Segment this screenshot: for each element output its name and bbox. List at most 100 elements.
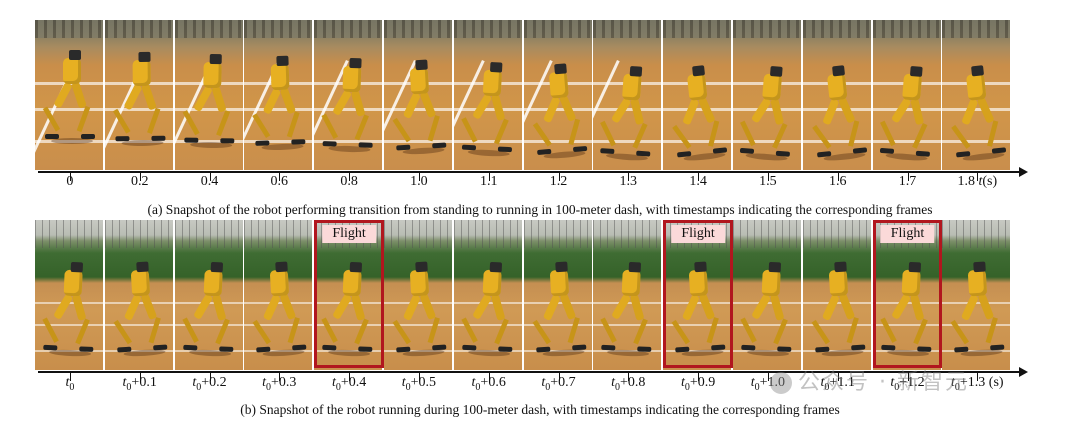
tick-label: t0+0.7 [541,375,576,393]
axis-tick [698,372,700,381]
axis-tick [767,172,769,181]
robot-figure [321,57,378,154]
video-frame [35,220,104,370]
tick-label: t0+1.0 [750,375,786,393]
tick-label: 1.6 [828,174,847,189]
video-frame [593,220,663,370]
flight-box: Flight [663,220,733,368]
robot-figure [950,261,1007,359]
time-axis-a [38,171,1020,173]
tick-label: 1.8 t(s) [957,174,998,189]
robot-figure [391,261,448,359]
axis-tick [628,372,630,381]
robot-figure [530,62,590,161]
caption-a: (a) Snapshot of the robot performing tra… [147,202,933,217]
robot-figure [531,261,588,359]
axis-tick [558,372,560,381]
axis-tick [349,372,351,381]
tick-label: t0+1.1 [820,375,855,393]
flight-label: Flight [322,225,376,243]
axis-tick [837,372,839,381]
tick-label: t0+1.3 (s) [951,375,1004,393]
video-frame [523,20,593,170]
robot-figure [668,64,730,164]
axis-tick [279,372,281,381]
robot-figure [739,64,798,163]
robot-figure [252,261,309,359]
video-frame [314,20,384,170]
flight-label: Flight [671,225,725,243]
video-frame [104,20,174,170]
robot-figure [740,261,797,358]
axis-tick [558,172,560,181]
axis-arrow-a [1019,167,1028,177]
axis-tick [69,372,71,381]
axis-tick [488,372,490,381]
video-frame [733,20,802,170]
tick-label: 1.1 [479,174,498,189]
axis-tick [209,372,211,381]
video-frame [872,20,942,170]
video-frame [663,20,733,170]
video-frame [942,220,1012,370]
flight-label: Flight [880,225,935,243]
robot-figure [461,61,518,159]
axis-tick [418,172,420,181]
video-frame [244,220,314,370]
tick-label: t0 [65,375,75,393]
robot-figure [181,261,239,358]
video-frame [453,220,523,370]
robot-figure [42,261,99,358]
watermark-text: 公众号 · 新智元 [798,370,969,395]
wechat-icon [770,372,792,394]
robot-figure [600,261,657,358]
robot-figure [948,64,1010,164]
video-frame [244,20,314,170]
time-axis-b [38,371,1020,373]
tick-label: t0+1.2 [890,375,925,393]
axis-arrow-b [1019,367,1028,377]
robot-figure [810,261,867,359]
caption-b: (b) Snapshot of the robot running during… [240,402,840,417]
tick-label: 1.3 [619,174,638,189]
video-frame [802,20,872,170]
video-frame [523,220,593,370]
watermark: 公众号 · 新智元 [770,364,969,396]
tick-label: 1.7 [898,174,917,189]
axis-tick [628,172,630,181]
video-frame [453,20,523,170]
axis-tick [69,172,71,181]
video-frame [733,220,802,370]
axis-tick [488,172,490,181]
tick-label: t0+0.5 [401,375,437,393]
flight-box: Flight [872,220,943,368]
tick-label: 1.2 [549,174,568,189]
robot-figure [182,53,238,150]
robot-figure [879,64,938,163]
robot-figure [808,64,870,164]
robot-figure [461,261,518,358]
video-frame [384,20,453,170]
video-frame [104,220,174,370]
tick-label: 0.4 [200,174,219,189]
video-frame [384,220,453,370]
axis-tick [977,372,979,381]
tick-label: 0.2 [130,174,149,189]
axis-tick [209,172,211,181]
tick-label: t0+0.9 [680,375,716,393]
tick-label: t0+0.8 [611,375,646,393]
tick-label: 1.5 [759,174,777,189]
video-frame [174,220,244,370]
tick-label: 0.8 [340,174,358,189]
axis-tick [837,172,839,181]
video-frame [942,20,1012,170]
tick-label: t0+0.2 [192,375,227,393]
robot-figure [112,51,167,148]
tick-label: 1.0 [410,174,428,189]
axis-tick [767,372,769,381]
axis-tick [698,172,700,181]
video-frame [174,20,244,170]
video-frame [35,20,104,170]
video-frame [593,20,663,170]
axis-tick [279,172,281,181]
